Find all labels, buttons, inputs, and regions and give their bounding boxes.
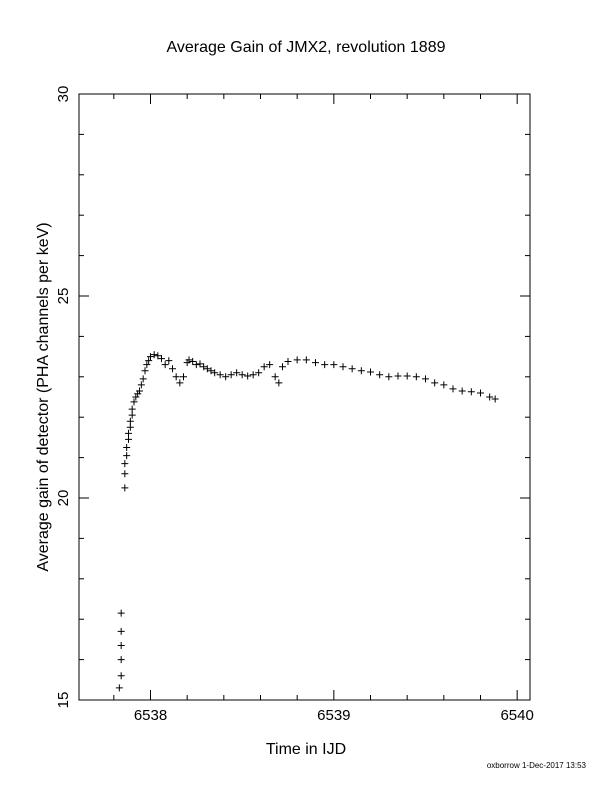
data-point (330, 361, 338, 369)
data-point (260, 363, 268, 371)
data-point (130, 398, 138, 406)
data-point (227, 371, 235, 379)
x-tick-label: 6539 (317, 707, 350, 724)
data-point (394, 372, 402, 380)
data-point (189, 357, 197, 365)
data-point (136, 387, 143, 395)
x-tick-label: 6540 (500, 707, 533, 724)
data-point (128, 411, 136, 419)
data-point (128, 405, 136, 413)
data-point (180, 373, 187, 381)
data-point (117, 656, 125, 664)
data-point (216, 371, 224, 379)
data-point (348, 365, 356, 373)
data-point (207, 367, 215, 375)
data-point (161, 361, 169, 369)
data-point (222, 373, 230, 381)
data-point (150, 351, 158, 359)
data-point (139, 375, 147, 383)
data-point (491, 395, 499, 403)
data-point (121, 460, 129, 468)
data-point (367, 368, 374, 376)
data-point (123, 452, 131, 460)
data-point (141, 367, 149, 375)
data-point (376, 371, 384, 379)
data-point (422, 375, 429, 383)
y-tick-label: 15 (55, 692, 72, 709)
data-point (200, 363, 208, 371)
data-point (275, 379, 283, 387)
data-point (302, 356, 310, 364)
data-point (321, 361, 329, 369)
data-point (115, 684, 123, 692)
data-point (385, 373, 393, 381)
data-point (154, 352, 162, 360)
data-point (449, 385, 457, 393)
data-point (477, 389, 484, 397)
data-point (165, 357, 173, 365)
data-point (266, 361, 274, 369)
data-point (403, 372, 411, 380)
data-point (467, 388, 475, 396)
plot-frame (78, 93, 531, 701)
data-point (440, 381, 448, 389)
data-point (312, 359, 319, 367)
y-tick-label: 25 (55, 288, 72, 305)
data-point (203, 365, 211, 373)
data-point (143, 361, 151, 369)
data-point (244, 372, 252, 380)
data-point (233, 369, 241, 377)
data-point (121, 470, 129, 478)
data-point (172, 373, 180, 381)
y-axis-label: Average gain of detector (PHA channels p… (35, 222, 52, 571)
data-point (486, 393, 494, 401)
data-point (339, 363, 347, 371)
data-point (412, 373, 420, 381)
data-point (284, 357, 292, 365)
data-point (211, 369, 219, 377)
data-point (357, 367, 365, 375)
data-point (249, 371, 257, 379)
data-point (185, 356, 193, 364)
chart-title: Average Gain of JMX2, revolution 1889 (167, 39, 446, 56)
data-point (125, 435, 132, 443)
data-point (117, 627, 125, 635)
data-point (279, 363, 286, 371)
data-point (126, 417, 134, 425)
data-point (117, 641, 125, 649)
x-axis-ticks (113, 94, 518, 700)
data-point (125, 429, 132, 437)
data-point (158, 355, 165, 363)
y-axis-ticks (79, 93, 530, 701)
data-point (293, 356, 301, 364)
data-point (255, 369, 263, 377)
data-point (176, 379, 184, 387)
data-point (271, 373, 279, 381)
data-point (192, 361, 200, 369)
data-point (238, 371, 246, 379)
y-axis-tick-labels: 15 20 25 30 (55, 86, 72, 709)
y-tick-label: 20 (55, 490, 72, 507)
x-tick-label: 6538 (134, 707, 167, 724)
x-axis-tick-labels: 6538 6539 6540 (134, 707, 534, 724)
footer-timestamp: oxborrow 1-Dec-2017 13:53 (487, 761, 587, 770)
data-point (147, 353, 154, 361)
data-point (137, 381, 145, 389)
data-point (121, 484, 129, 492)
data-point (132, 393, 140, 401)
data-points (115, 351, 499, 692)
data-point (196, 360, 204, 368)
data-point (117, 672, 125, 680)
data-point (117, 609, 125, 617)
data-point (145, 357, 153, 365)
x-axis-label: Time in IJD (266, 741, 346, 758)
data-point (431, 379, 439, 387)
data-point (123, 444, 131, 451)
data-point (169, 365, 176, 373)
y-tick-label: 30 (55, 86, 72, 103)
data-point (458, 387, 466, 395)
data-point (126, 423, 134, 431)
